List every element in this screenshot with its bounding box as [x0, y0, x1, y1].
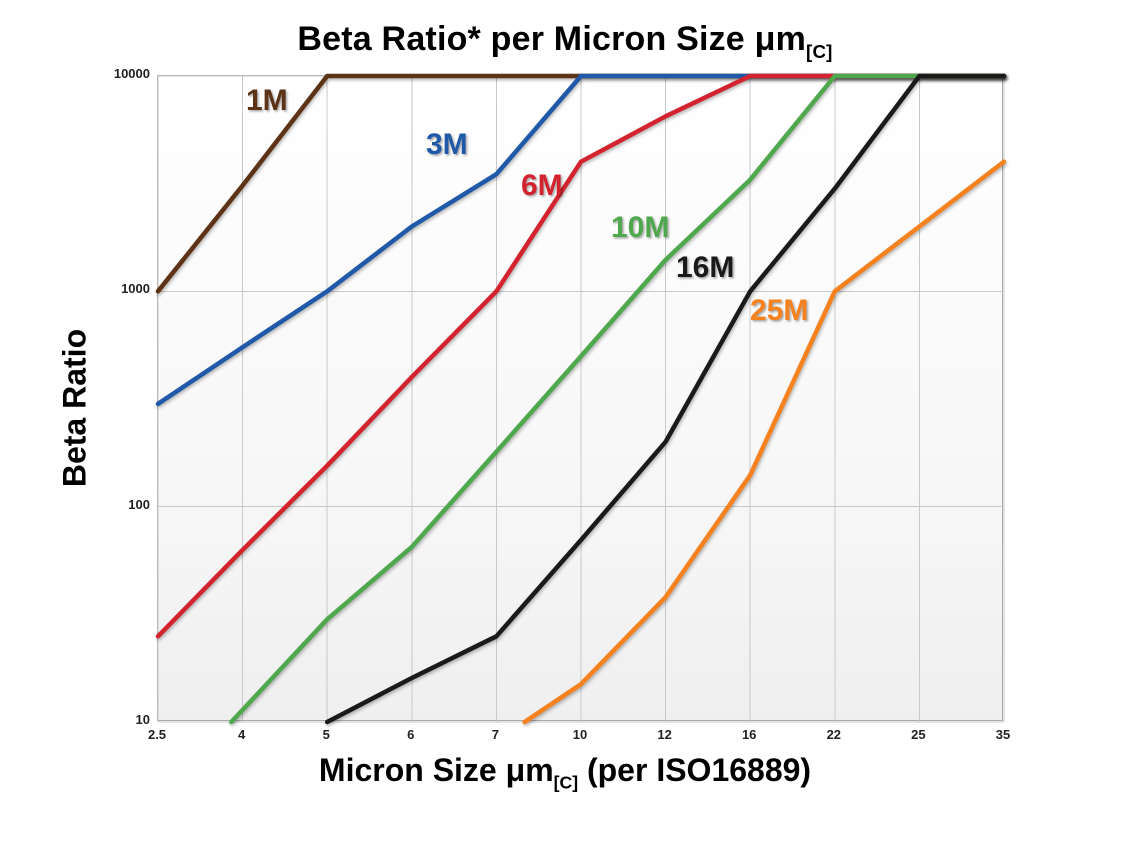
series-label-3m: 3M: [426, 128, 468, 161]
series-label-1m: 1M: [246, 84, 288, 117]
y-axis-title: Beta Ratio: [56, 328, 93, 488]
x-tick-label: 12: [657, 727, 672, 742]
y-tick-label: 10: [135, 712, 150, 727]
x-tick-label: 2.5: [147, 727, 167, 742]
y-tick-label: 10000: [113, 66, 150, 81]
series-line-3m: [155, 73, 1007, 407]
series-label-16m: 16M: [676, 251, 735, 284]
x-tick-label: 25: [911, 727, 926, 742]
chart-title-subscript: [C]: [806, 40, 833, 62]
series-label-6m: 6M: [521, 169, 563, 202]
series-label-25m: 25M: [750, 294, 809, 327]
x-tick-label: 16: [741, 727, 757, 742]
x-axis-title-post: (per ISO16889): [578, 752, 812, 788]
x-axis-title: Micron Size μm[C] (per ISO16889): [0, 752, 1130, 793]
x-axis-title-subscript: [C]: [553, 772, 579, 793]
y-tick-label: 100: [128, 496, 150, 512]
page-title: Beta Ratio* per Micron Size μm[C]: [0, 20, 1130, 63]
x-tick-label: 7: [491, 727, 500, 742]
plot-area: [155, 73, 1007, 725]
chart-canvas: [155, 73, 1007, 725]
chart-title-text: Beta Ratio* per Micron Size μm: [297, 20, 807, 58]
series-line-6m: [155, 73, 1007, 639]
x-tick-label: 5: [322, 727, 330, 742]
x-tick-label: 22: [826, 727, 842, 742]
x-tick-label: 35: [995, 727, 1011, 742]
x-axis-title-pre: Micron Size μm: [318, 752, 554, 788]
x-tick-label: 4: [237, 727, 246, 742]
x-tick-label: 6: [407, 727, 415, 742]
series-line-10m: [229, 73, 1007, 725]
x-tick-label: 10: [572, 727, 588, 742]
series-line-25m: [522, 159, 1007, 725]
y-tick-label: 1000: [121, 281, 150, 297]
series-label-10m: 10M: [611, 211, 670, 244]
gridlines: [157, 75, 1005, 723]
series-line-16m: [324, 73, 1007, 725]
